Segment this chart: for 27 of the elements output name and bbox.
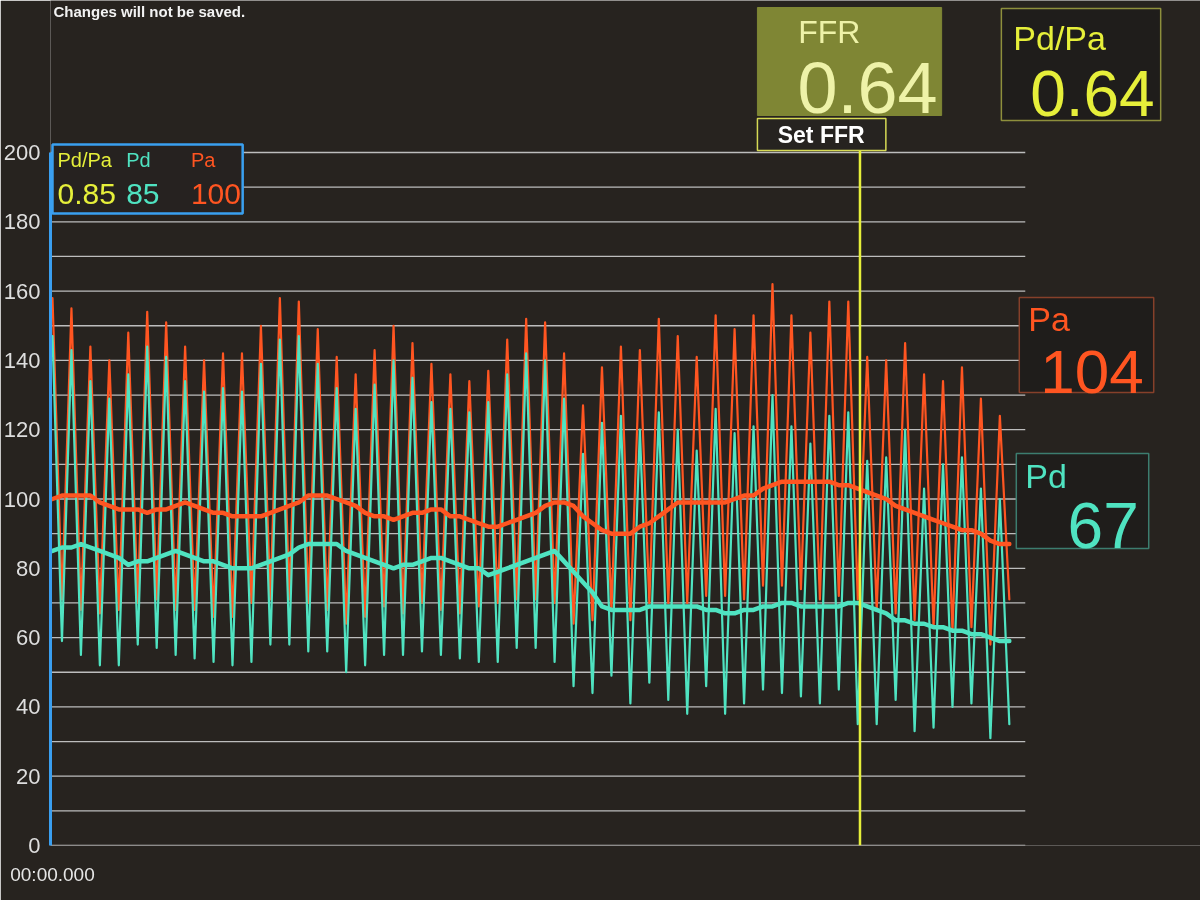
text: FFR bbox=[798, 13, 861, 50]
annotation: Pd/Pa bbox=[57, 148, 113, 171]
text: Pa bbox=[1028, 299, 1070, 338]
y-tick-label: 140 bbox=[3, 347, 41, 373]
y-tick-label: 100 bbox=[3, 486, 41, 512]
annotation: Pa bbox=[190, 148, 217, 171]
annotation: Pd bbox=[126, 148, 151, 171]
annotation: 100 bbox=[190, 176, 241, 210]
y-tick-label: 20 bbox=[16, 763, 41, 789]
y-tick-label: 60 bbox=[16, 625, 41, 651]
x-tick-label: 00:00.000 bbox=[10, 863, 95, 885]
text: Set FFR bbox=[777, 121, 865, 148]
y-tick-label: 80 bbox=[16, 555, 41, 581]
text: 67 bbox=[1067, 489, 1139, 562]
annotation: 0.85 bbox=[57, 176, 116, 210]
text: Changes will not be saved. bbox=[53, 2, 246, 20]
y-tick-label: 200 bbox=[3, 140, 41, 165]
text: 0.64 bbox=[1030, 57, 1155, 130]
annotation: 85 bbox=[126, 176, 160, 210]
y-tick-label: 40 bbox=[16, 694, 41, 720]
series-label: Pd bbox=[1025, 456, 1067, 495]
y-tick-label: 180 bbox=[3, 209, 41, 235]
text: 104 bbox=[1040, 336, 1144, 406]
y-tick-label: 160 bbox=[3, 278, 41, 304]
y-tick-label: 0 bbox=[28, 833, 41, 858]
text: Pd/Pa bbox=[1013, 18, 1107, 57]
y-tick-label: 120 bbox=[3, 417, 41, 443]
